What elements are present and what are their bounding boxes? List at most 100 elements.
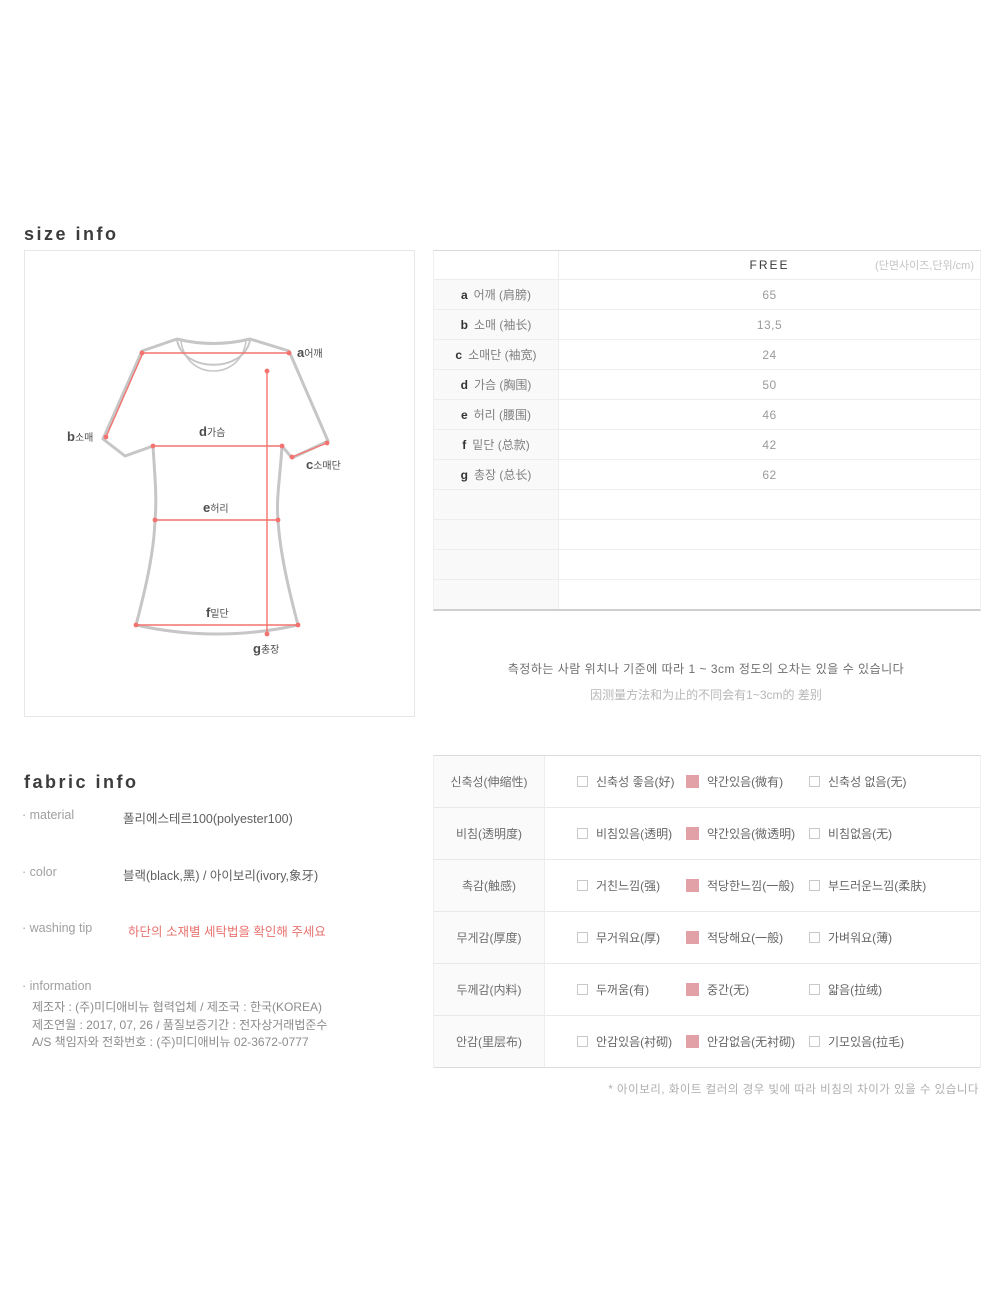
fabric-row-label: 안감(里层布) xyxy=(434,1016,545,1067)
fabric-row-texture: 촉감(触感) 거친느낌(强) 적당한느낌(一般) 부드러운느낌(柔肤) xyxy=(434,860,980,912)
size-value: 42 xyxy=(762,437,777,452)
info-line-contact: A/S 책임자와 전화번호 : (주)미디애비뉴 02-3672-0777 xyxy=(32,1035,309,1049)
fabric-row-label: 무게감(厚度) xyxy=(434,912,545,963)
diagram-label-b: b소매 xyxy=(67,429,93,444)
tshirt-measurement-diagram: a어깨 b소매 c소매단 d가슴 e허리 f밑단 g총장 xyxy=(67,337,341,656)
size-unit-note: (단면사이즈,단위/cm) xyxy=(875,260,974,272)
fabric-option: 약간있음(微有) xyxy=(686,773,809,790)
size-key: a xyxy=(460,287,468,302)
size-key: e xyxy=(460,407,468,422)
size-row-a: a 어깨 (肩膀) 65 xyxy=(434,280,980,310)
measurement-tolerance-note: 측정하는 사람 위치나 기준에 따라 1 ~ 3cm 정도의 오차는 있을 수 … xyxy=(433,660,979,703)
size-label: 가슴 (胸围) xyxy=(473,378,532,392)
fabric-option: 기모있음(拉毛) xyxy=(809,1033,904,1050)
material-label: · material xyxy=(22,808,75,822)
fabric-option: 중간(无) xyxy=(686,981,809,998)
washing-tip-value: 하단의 소재별 세탁법을 확인해 주세요 xyxy=(128,925,326,939)
checkbox-icon xyxy=(577,1036,588,1047)
fabric-row-label: 신축성(伸缩性) xyxy=(434,756,545,807)
size-info-heading: size info xyxy=(24,224,119,244)
fabric-footnote: * 아이보리, 화이트 컬러의 경우 빛에 따라 비침의 차이가 있을 수 있습… xyxy=(608,1084,979,1096)
size-value: 24 xyxy=(762,347,777,362)
diagram-label-a: a어깨 xyxy=(297,345,323,360)
fabric-option: 거친느낌(强) xyxy=(577,877,686,894)
size-row-empty xyxy=(434,550,980,580)
diagram-label-g: g총장 xyxy=(253,641,279,656)
checkbox-icon xyxy=(809,828,820,839)
checkbox-icon xyxy=(577,828,588,839)
size-row-e: e 허리 (腰围) 46 xyxy=(434,400,980,430)
fabric-option: 약간있음(微透明) xyxy=(686,825,809,842)
fabric-option: 적당한느낌(一般) xyxy=(686,877,809,894)
size-value: 65 xyxy=(762,287,777,302)
info-line-manufacturer: 제조자 : (주)미디애비뉴 협력업체 / 제조국 : 한국(KOREA) xyxy=(32,1000,323,1014)
checkbox-icon xyxy=(809,880,820,891)
checkbox-icon xyxy=(686,775,699,788)
checkbox-icon xyxy=(577,776,588,787)
checkbox-icon xyxy=(577,932,588,943)
color-value: 블랙(black,黑) / 아이보리(ivory,象牙) xyxy=(123,869,319,883)
size-column-header: FREE (단면사이즈,단위/cm) xyxy=(559,251,980,279)
size-label: 밑단 (总款) xyxy=(472,438,530,452)
size-row-c: c 소매단 (袖宽) 24 xyxy=(434,340,980,370)
manufacturer-information: 제조자 : (주)미디애비뉴 협력업체 / 제조국 : 한국(KOREA) 제조… xyxy=(32,999,432,1052)
size-value: 50 xyxy=(762,377,777,392)
size-row-g: g 총장 (总长) 62 xyxy=(434,460,980,490)
fabric-row-label: 촉감(触感) xyxy=(434,860,545,911)
checkbox-icon xyxy=(577,984,588,995)
note-korean: 측정하는 사람 위치나 기준에 따라 1 ~ 3cm 정도의 오차는 있을 수 … xyxy=(507,662,905,676)
fabric-option: 부드러운느낌(柔肤) xyxy=(809,877,926,894)
fabric-properties-table: 신축성(伸缩性) 신축성 좋음(好) 약간있음(微有) 신축성 없음(无) 비침… xyxy=(433,755,981,1068)
fabric-option: 신축성 좋음(好) xyxy=(577,773,686,790)
size-column-name: FREE xyxy=(749,258,790,272)
fabric-option: 적당해요(一般) xyxy=(686,929,809,946)
fabric-row-lining: 안감(里层布) 안감있음(衬砌) 안감없음(无衬砌) 기모있음(拉毛) xyxy=(434,1016,980,1067)
size-row-empty xyxy=(434,490,980,520)
diagram-label-d: d가슴 xyxy=(199,424,225,439)
size-table: FREE (단면사이즈,단위/cm) a 어깨 (肩膀) 65 b 소매 (袖长) … xyxy=(433,250,981,611)
fabric-option: 안감없음(无衬砌) xyxy=(686,1033,809,1050)
size-label: 소매단 (袖宽) xyxy=(468,348,537,362)
size-key: b xyxy=(460,317,468,332)
checkbox-icon xyxy=(809,984,820,995)
fabric-row-label: 비침(透明度) xyxy=(434,808,545,859)
tshirt-outline xyxy=(101,337,330,636)
diagram-label-f: f밑단 xyxy=(206,605,229,620)
size-key: f xyxy=(462,437,467,452)
fabric-option: 가벼워요(薄) xyxy=(809,929,892,946)
fabric-row-thickness: 두께감(内料) 두꺼움(有) 중간(无) 얇음(拉绒) xyxy=(434,964,980,1016)
size-row-f: f 밑단 (总款) 42 xyxy=(434,430,980,460)
size-diagram-box: a어깨 b소매 c소매단 d가슴 e허리 f밑단 g총장 xyxy=(24,250,415,717)
diagram-label-e: e허리 xyxy=(203,500,229,515)
fabric-option: 무거워요(厚) xyxy=(577,929,686,946)
washing-tip-label: · washing tip xyxy=(22,921,93,935)
size-table-header-row: FREE (단면사이즈,단위/cm) xyxy=(434,251,980,280)
fabric-row-sheerness: 비침(透明度) 비침있음(透明) 약간있음(微透明) 비침없음(无) xyxy=(434,808,980,860)
size-key: c xyxy=(455,347,463,362)
material-value: 폴리에스테르100(polyester100) xyxy=(123,812,293,826)
size-row-empty xyxy=(434,580,980,609)
size-value: 46 xyxy=(762,407,777,422)
note-chinese: 因测量方法和为止的不同会有1~3cm的 差别 xyxy=(590,688,822,702)
size-value: 62 xyxy=(762,467,777,482)
fabric-option: 두꺼움(有) xyxy=(577,981,686,998)
size-table-header-label-cell xyxy=(434,251,559,279)
size-label: 총장 (总长) xyxy=(473,468,532,482)
fabric-row-stretch: 신축성(伸缩性) 신축성 좋음(好) 약간있음(微有) 신축성 없음(无) xyxy=(434,756,980,808)
measurement-lines xyxy=(105,352,328,634)
diagram-label-c: c소매단 xyxy=(306,457,341,472)
checkbox-icon xyxy=(809,932,820,943)
size-label: 소매 (袖长) xyxy=(473,318,532,332)
size-value: 13,5 xyxy=(756,317,783,332)
size-label: 허리 (腰围) xyxy=(473,408,532,422)
checkbox-icon xyxy=(686,1035,699,1048)
checkbox-icon xyxy=(686,827,699,840)
fabric-option: 비침있음(透明) xyxy=(577,825,686,842)
fabric-info-heading: fabric info xyxy=(24,772,139,792)
size-key: g xyxy=(460,467,468,482)
fabric-option: 신축성 없음(无) xyxy=(809,773,907,790)
fabric-option: 안감있음(衬砌) xyxy=(577,1033,686,1050)
measurement-endpoints xyxy=(103,350,330,637)
checkbox-icon xyxy=(686,983,699,996)
size-row-empty xyxy=(434,520,980,550)
